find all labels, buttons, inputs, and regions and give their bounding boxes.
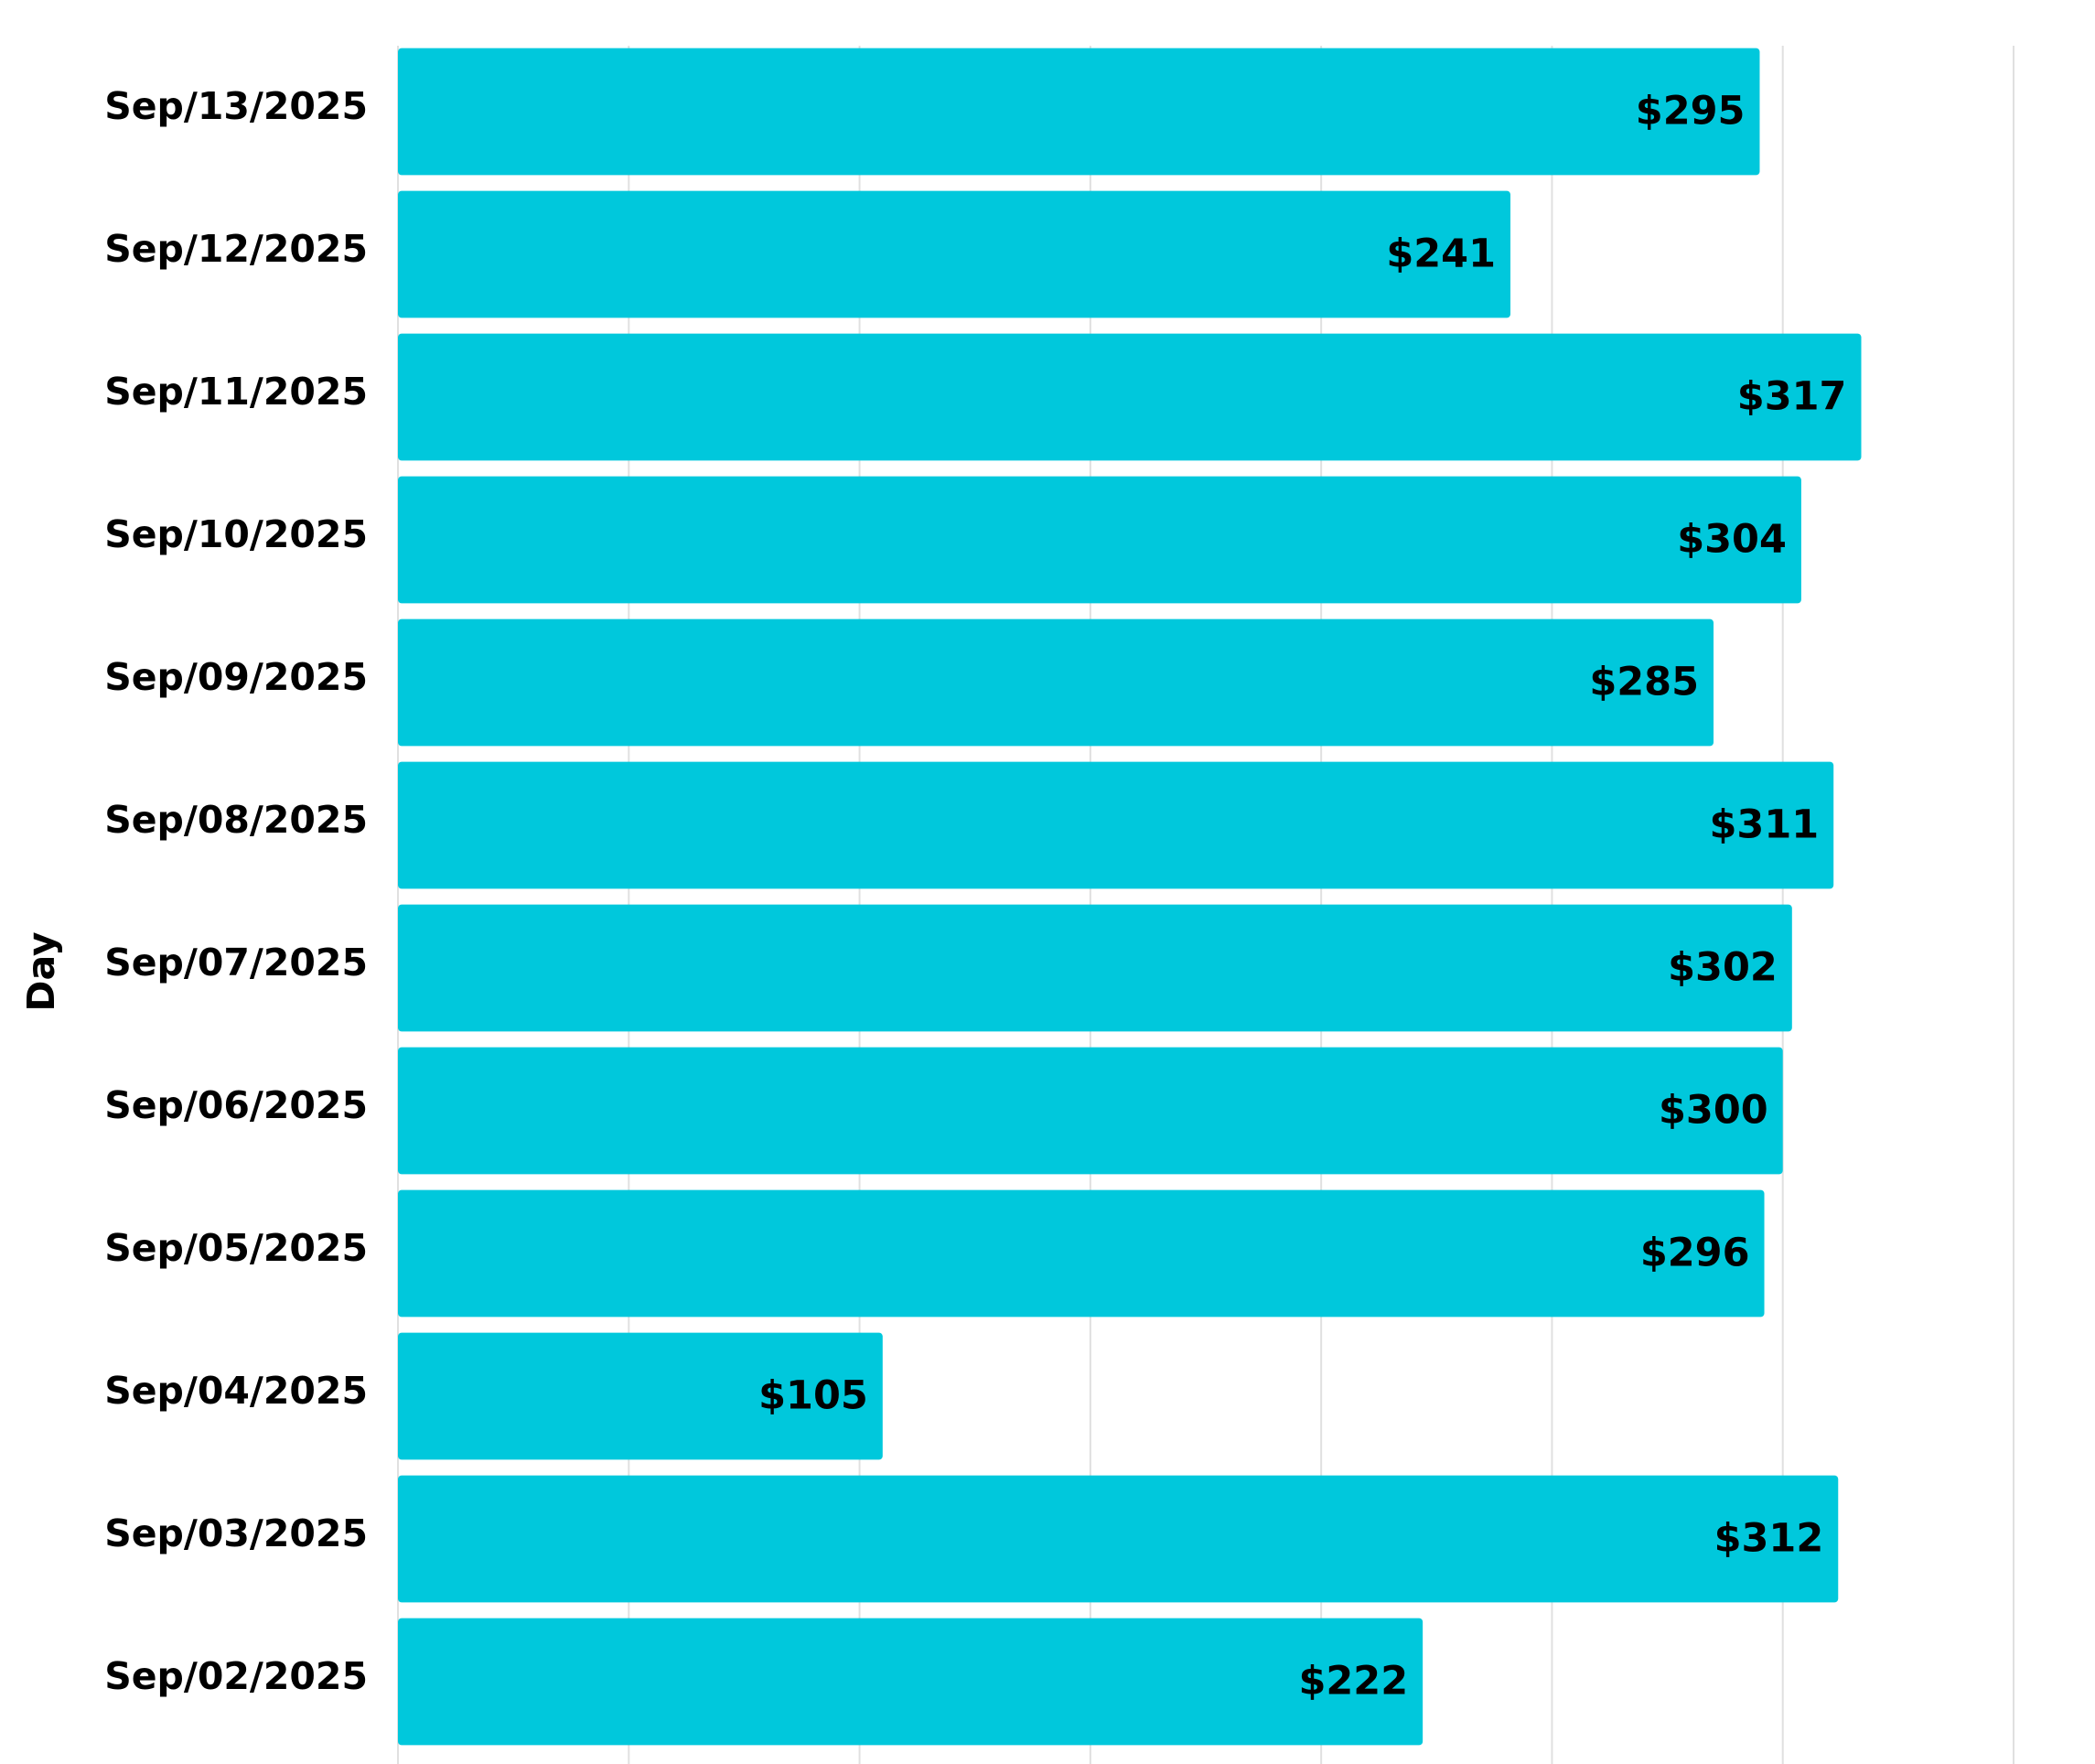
y-tick-label: Sep/02/2025 — [104, 1654, 368, 1698]
bar — [398, 48, 1760, 176]
y-tick-label: Sep/13/2025 — [104, 84, 368, 128]
bar — [398, 1332, 883, 1460]
data-label: $241 — [1386, 231, 1496, 277]
y-tick-label: Sep/06/2025 — [104, 1083, 368, 1127]
data-label: $222 — [1298, 1659, 1408, 1705]
data-label: $312 — [1714, 1516, 1824, 1562]
bar — [398, 618, 1714, 747]
data-label: $285 — [1589, 660, 1699, 705]
bar — [398, 476, 1801, 604]
y-tick-label: Sep/11/2025 — [104, 370, 368, 414]
bar — [398, 1475, 1839, 1603]
bar — [398, 190, 1511, 318]
bar — [398, 1618, 1424, 1746]
y-tick-label: Sep/09/2025 — [104, 655, 368, 699]
data-label: $105 — [758, 1373, 868, 1419]
y-tick-label: Sep/08/2025 — [104, 798, 368, 842]
data-label: $300 — [1659, 1088, 1768, 1134]
y-tick-label: Sep/05/2025 — [104, 1226, 368, 1270]
data-label: $302 — [1668, 945, 1778, 991]
y-tick-label: Sep/12/2025 — [104, 227, 368, 271]
y-tick-label: Sep/07/2025 — [104, 941, 368, 984]
data-label: $304 — [1677, 517, 1787, 563]
bar — [398, 904, 1792, 1032]
y-tick-label: Sep/10/2025 — [104, 512, 368, 556]
data-label: $295 — [1636, 89, 1746, 134]
data-label: $296 — [1640, 1231, 1750, 1276]
bar — [398, 333, 1862, 461]
bar — [398, 1047, 1783, 1175]
y-tick-label: Sep/04/2025 — [104, 1369, 368, 1413]
y-tick-label: Sep/03/2025 — [104, 1511, 368, 1555]
y-axis-label: Day — [19, 931, 63, 1011]
data-label: $317 — [1737, 374, 1847, 420]
bar — [398, 1189, 1765, 1318]
data-label: $311 — [1710, 802, 1820, 848]
bar — [398, 761, 1834, 889]
